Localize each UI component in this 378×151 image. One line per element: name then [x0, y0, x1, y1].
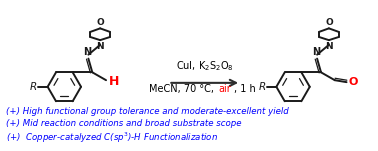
Text: (+) Mid reaction conditions and broad substrate scope: (+) Mid reaction conditions and broad su…	[6, 119, 242, 128]
Text: N: N	[96, 42, 104, 51]
Text: MeCN, 70 °C,: MeCN, 70 °C,	[149, 84, 217, 94]
Text: N: N	[325, 42, 333, 51]
Text: , 1 h: , 1 h	[234, 84, 256, 94]
Text: (+) High functional group tolerance and moderate-excellent yield: (+) High functional group tolerance and …	[6, 107, 289, 116]
Text: air: air	[218, 84, 231, 94]
Text: R: R	[258, 82, 266, 92]
Text: N: N	[312, 47, 320, 57]
Text: CuI, K$_2$S$_2$O$_8$: CuI, K$_2$S$_2$O$_8$	[176, 59, 234, 73]
Text: N: N	[83, 47, 91, 57]
Text: (+)  Copper-catalyzed C(sp$^{3}$)-H Functionalization: (+) Copper-catalyzed C(sp$^{3}$)-H Funct…	[6, 131, 218, 145]
Text: O: O	[349, 77, 358, 87]
Text: H: H	[109, 75, 119, 88]
Text: O: O	[96, 18, 104, 27]
Text: O: O	[325, 18, 333, 27]
Text: R: R	[29, 82, 37, 92]
